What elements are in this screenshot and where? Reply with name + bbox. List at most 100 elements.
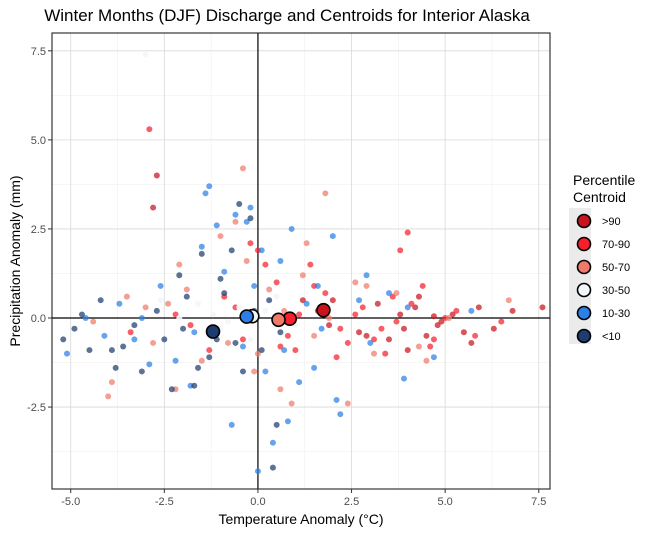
data-point bbox=[269, 464, 276, 471]
data-point bbox=[187, 322, 194, 329]
data-point bbox=[449, 311, 456, 318]
data-point bbox=[153, 307, 160, 314]
data-point bbox=[239, 343, 246, 350]
data-point bbox=[303, 240, 310, 247]
data-point bbox=[228, 421, 235, 428]
data-point bbox=[329, 233, 336, 240]
data-point bbox=[198, 357, 205, 364]
data-point bbox=[445, 315, 452, 321]
data-point bbox=[352, 279, 359, 286]
data-point bbox=[243, 218, 250, 225]
data-point bbox=[172, 311, 179, 318]
data-point bbox=[356, 297, 363, 304]
data-point bbox=[498, 318, 505, 325]
data-point bbox=[344, 400, 351, 407]
legend-label: 50-70 bbox=[602, 262, 630, 274]
data-point bbox=[468, 307, 475, 314]
data-point bbox=[288, 225, 295, 232]
data-point bbox=[232, 218, 239, 225]
panel-border bbox=[51, 32, 551, 490]
data-point bbox=[277, 386, 284, 393]
x-tick-label: 5.0 bbox=[438, 496, 453, 508]
data-point bbox=[277, 258, 284, 264]
data-point bbox=[146, 126, 153, 133]
data-point bbox=[468, 339, 475, 346]
legend-label: <10 bbox=[602, 331, 621, 343]
data-point bbox=[333, 396, 340, 403]
data-point bbox=[172, 357, 179, 364]
data-point bbox=[60, 336, 67, 343]
data-point bbox=[105, 393, 112, 400]
data-point bbox=[195, 300, 202, 307]
data-point bbox=[198, 243, 205, 250]
legend-title-line1: Percentile bbox=[573, 172, 635, 188]
data-point bbox=[404, 304, 411, 311]
legend-label: >90 bbox=[602, 216, 621, 228]
data-point bbox=[363, 332, 370, 339]
data-point bbox=[236, 201, 243, 207]
legend-key bbox=[576, 259, 592, 275]
data-point bbox=[505, 297, 512, 304]
data-point bbox=[273, 421, 280, 428]
data-point bbox=[183, 293, 190, 300]
y-axis-title: Precipitation Anomaly (mm) bbox=[7, 175, 23, 346]
data-point bbox=[359, 304, 366, 311]
data-point bbox=[120, 343, 127, 350]
data-point bbox=[131, 336, 138, 343]
data-point bbox=[232, 339, 239, 346]
data-point bbox=[97, 297, 104, 304]
data-point bbox=[367, 339, 374, 346]
data-point bbox=[281, 347, 288, 354]
data-point bbox=[400, 325, 407, 332]
data-point bbox=[385, 290, 392, 297]
data-point bbox=[352, 311, 359, 318]
data-point bbox=[153, 172, 160, 179]
data-point bbox=[82, 315, 89, 321]
data-point bbox=[326, 315, 333, 321]
data-point bbox=[116, 300, 123, 307]
legend: Percentile Centroid >90 70-90 50-70 30-50 10… bbox=[569, 172, 635, 344]
data-point bbox=[247, 240, 254, 247]
data-point bbox=[438, 318, 445, 325]
data-point bbox=[273, 293, 280, 300]
data-point bbox=[430, 313, 437, 320]
data-point bbox=[277, 329, 284, 336]
legend-title-line2: Centroid bbox=[573, 189, 626, 205]
data-point bbox=[356, 329, 363, 336]
data-point bbox=[299, 272, 306, 279]
data-point bbox=[344, 339, 351, 346]
data-point bbox=[251, 282, 258, 289]
data-point bbox=[266, 286, 273, 293]
data-point bbox=[378, 325, 385, 332]
data-point bbox=[131, 322, 138, 329]
data-point bbox=[180, 325, 187, 332]
data-point bbox=[415, 343, 422, 350]
data-point bbox=[490, 325, 497, 332]
data-point bbox=[412, 304, 419, 311]
data-point bbox=[262, 368, 269, 375]
data-point bbox=[404, 229, 411, 236]
centroid-point bbox=[271, 312, 286, 328]
data-point bbox=[247, 204, 254, 211]
data-point bbox=[191, 329, 198, 336]
x-tick-label: 2.5 bbox=[344, 496, 359, 508]
data-point bbox=[206, 347, 213, 354]
data-point bbox=[251, 368, 258, 375]
data-point bbox=[475, 304, 482, 311]
data-point bbox=[239, 336, 246, 343]
data-point bbox=[318, 325, 325, 332]
data-point bbox=[157, 282, 164, 289]
data-point bbox=[277, 343, 284, 350]
centroid-point bbox=[239, 309, 255, 324]
data-point bbox=[176, 315, 183, 321]
data-point bbox=[224, 318, 231, 325]
data-point bbox=[326, 322, 333, 329]
legend-label: 30-50 bbox=[602, 285, 630, 297]
data-point bbox=[138, 368, 145, 375]
data-point bbox=[262, 261, 269, 268]
data-point bbox=[213, 222, 220, 229]
data-point bbox=[202, 190, 209, 197]
data-point bbox=[303, 300, 310, 307]
data-points bbox=[60, 51, 546, 475]
legend-key-background bbox=[569, 208, 591, 344]
